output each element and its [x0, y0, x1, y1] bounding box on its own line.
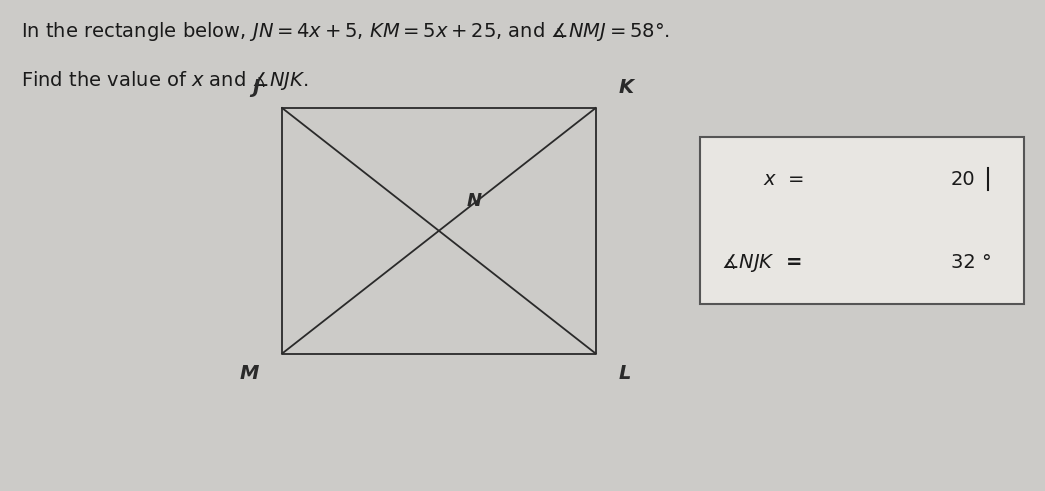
- Text: In the rectangle below, $\mathit{JN}$$=$$4x+5$, $\mathit{KM}$$=$$5x+25$, and $\m: In the rectangle below, $\mathit{JN}$$=$…: [21, 20, 670, 43]
- Text: L: L: [619, 364, 631, 383]
- Text: $x$  =: $x$ =: [763, 170, 804, 189]
- Text: Find the value of $x$ and $\measuredangle\mathit{NJK}$.: Find the value of $x$ and $\measuredangl…: [21, 69, 308, 92]
- Text: M: M: [239, 364, 259, 383]
- Text: $\measuredangle NJK$  =: $\measuredangle NJK$ =: [721, 252, 802, 273]
- FancyBboxPatch shape: [700, 137, 1024, 304]
- Text: K: K: [619, 78, 633, 97]
- Text: J: J: [252, 78, 259, 97]
- Text: N: N: [467, 192, 482, 210]
- Text: 32 °: 32 °: [951, 253, 992, 272]
- Text: 20: 20: [951, 170, 976, 189]
